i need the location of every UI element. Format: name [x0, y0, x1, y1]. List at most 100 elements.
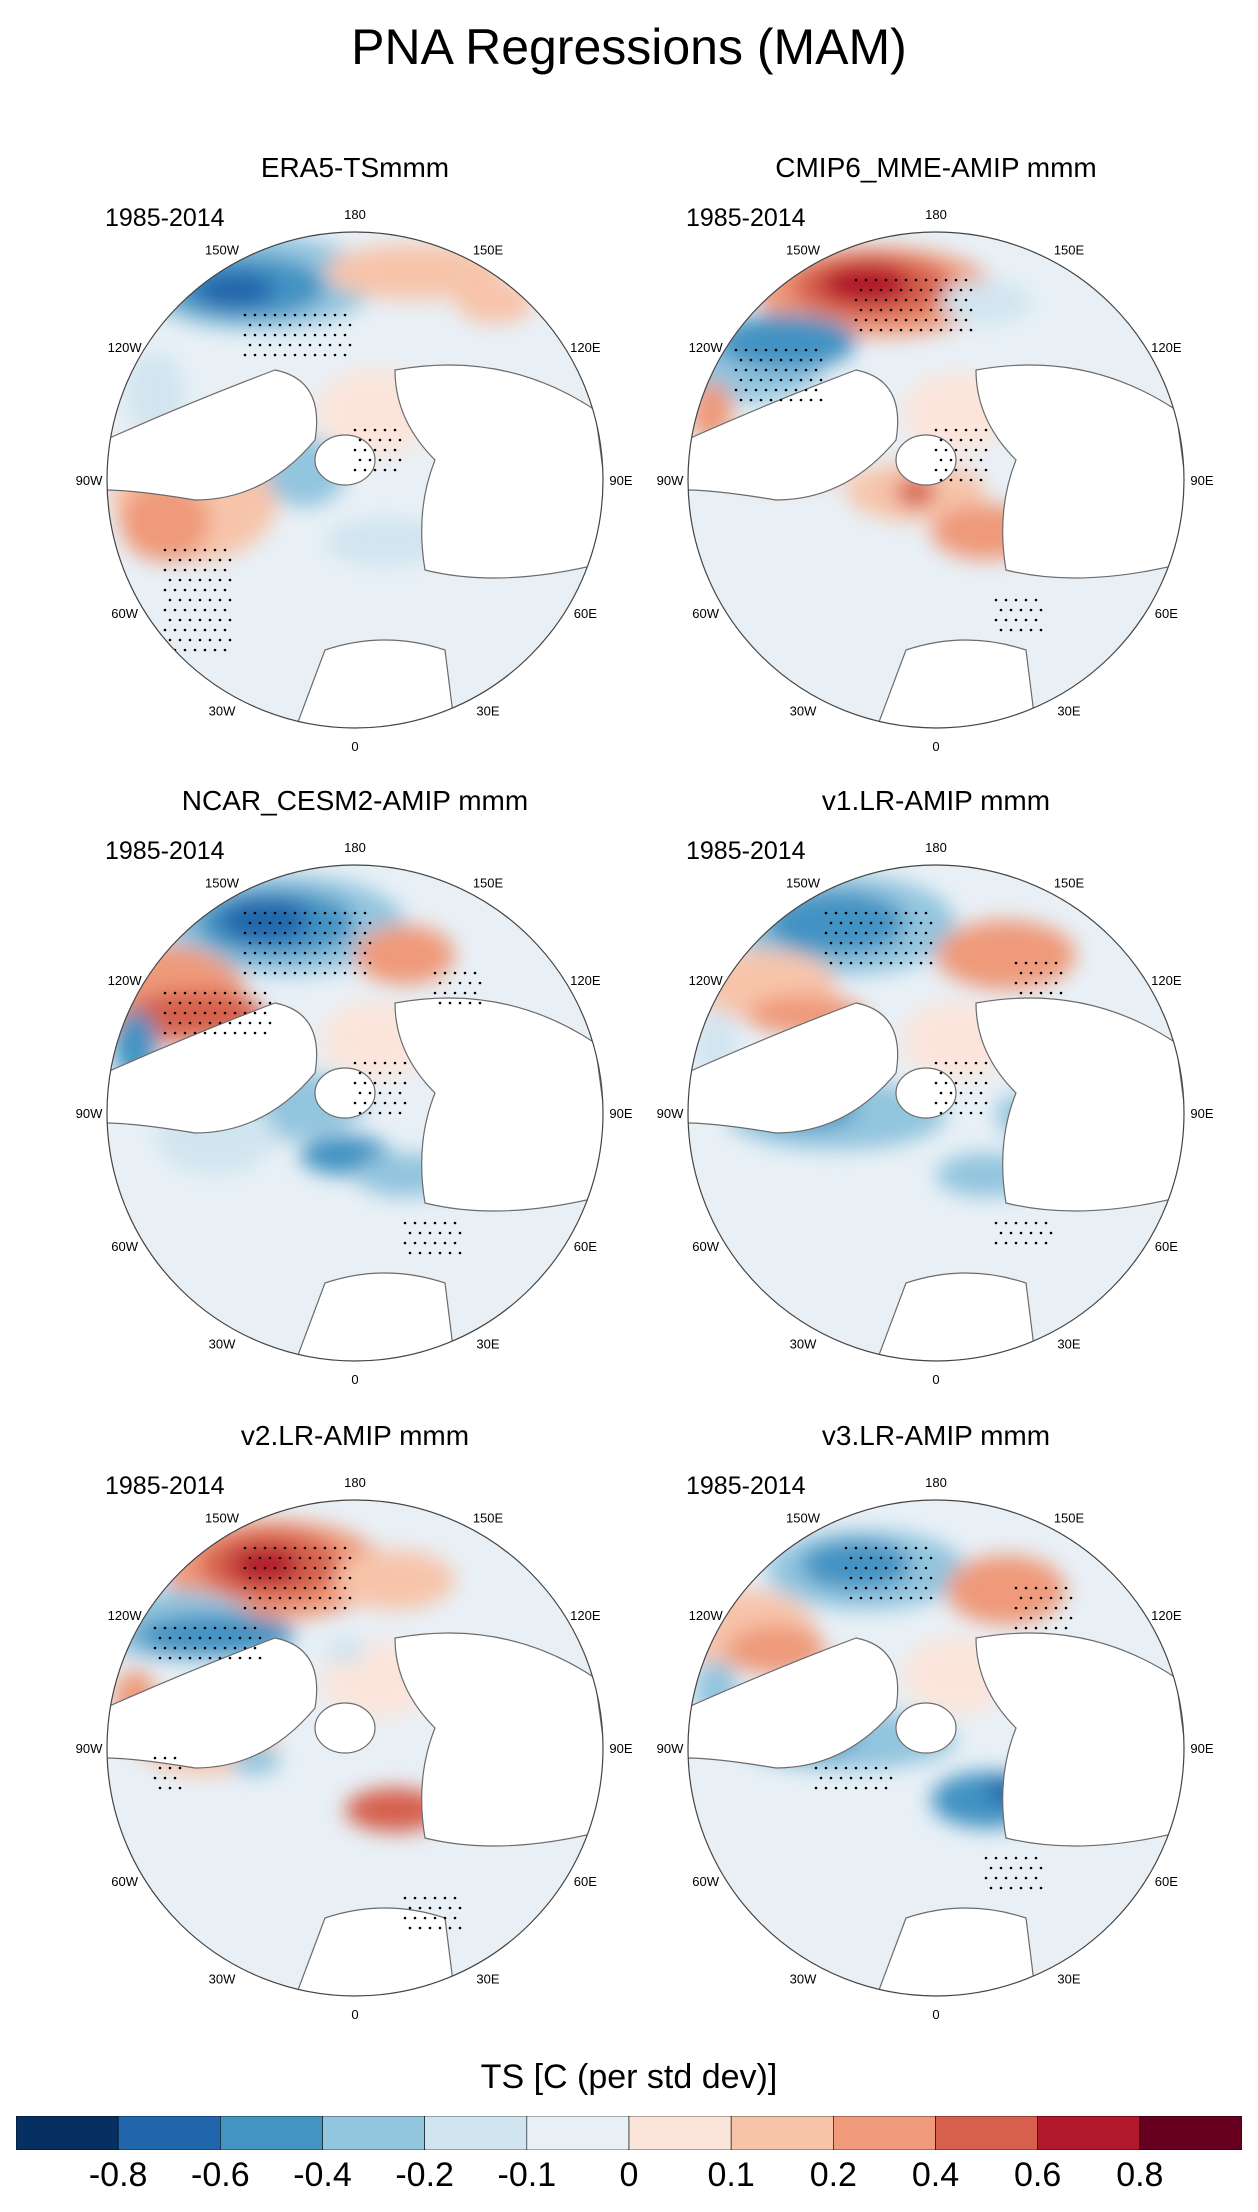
- stipple-dot: [794, 368, 798, 372]
- anomaly-region: [936, 920, 1076, 990]
- stipple-dot: [874, 1786, 878, 1790]
- stipple-dot: [253, 1606, 257, 1610]
- africa-land: [294, 639, 456, 728]
- stipple-dot: [363, 911, 367, 915]
- stipple-dot: [273, 1586, 277, 1590]
- stipple-dot: [919, 941, 923, 945]
- stipple-dot: [834, 951, 838, 955]
- stipple-dot: [834, 911, 838, 915]
- stipple-dot: [323, 931, 327, 935]
- stipple-dot: [458, 1001, 462, 1005]
- colorbar-title: TS [C (per std dev)]: [480, 2058, 778, 2096]
- stipple-dot: [914, 318, 918, 322]
- stipple-dot: [243, 353, 247, 357]
- anomaly-region: [325, 244, 505, 300]
- stipple-dot: [1039, 1616, 1043, 1620]
- stipple-dot: [443, 1241, 447, 1245]
- stipple-dot: [924, 1586, 928, 1590]
- stipple-dot: [198, 1656, 202, 1660]
- stipple-dot: [769, 378, 773, 382]
- stipple-dot: [323, 911, 327, 915]
- stipple-dot: [889, 1556, 893, 1560]
- stipple-dot: [844, 911, 848, 915]
- anomaly-region: [821, 264, 911, 304]
- stipple-dot: [223, 991, 227, 995]
- stipple-dot: [373, 428, 377, 432]
- stipple-dot: [178, 638, 182, 642]
- stipple-dot: [884, 951, 888, 955]
- stipple-dot: [243, 1546, 247, 1550]
- map-boundary: [687, 231, 1185, 729]
- stipple-dot: [894, 1566, 898, 1570]
- stipple-dot: [884, 1546, 888, 1550]
- north-america-land: [107, 1637, 318, 1769]
- colorbar-swatch: [730, 2116, 834, 2150]
- stipple-dot: [323, 1546, 327, 1550]
- stipple-dot: [198, 618, 202, 622]
- stipple-dot: [248, 941, 252, 945]
- stipple-dot: [288, 921, 292, 925]
- stipple-dot: [744, 388, 748, 392]
- stipple-dot: [368, 458, 372, 462]
- stipple-dot: [453, 1241, 457, 1245]
- north-america-land: [688, 1637, 899, 1769]
- stipple-dot: [854, 1566, 858, 1570]
- stipple-dot: [318, 1556, 322, 1560]
- colorbar-swatch: [117, 2116, 221, 2150]
- stipple-dot: [859, 1596, 863, 1600]
- north-america-land: [107, 1002, 318, 1134]
- stipple-dot: [1044, 1221, 1048, 1225]
- panel-cmip6: 180 150E 120E 90E 60E 30E 0 30W 60W 90W 120W 150W C…: [656, 152, 1216, 754]
- stipple-dot: [353, 1081, 357, 1085]
- stipple-dot: [323, 971, 327, 975]
- stipple-dot: [929, 1556, 933, 1560]
- stipple-dot: [1034, 961, 1038, 965]
- panel-era5: 180 150E 120E 90E 60E 30E 0 30W 60W 90W 120W 150W E…: [75, 152, 635, 754]
- stipple-dot: [839, 1776, 843, 1780]
- colorbar-swatch: [833, 2116, 936, 2150]
- stipple-dot: [864, 298, 868, 302]
- stipple-dot: [203, 608, 207, 612]
- panel-cesm2: 180 150E 120E 90E 60E 30E 0 30W 60W 90W 120W 150W N…: [75, 785, 635, 1387]
- stipple-dot: [739, 378, 743, 382]
- stipple-dot: [398, 1111, 402, 1115]
- longitude-label: 60W: [692, 1874, 719, 1889]
- stipple-dot: [734, 348, 738, 352]
- stipple-dot: [979, 438, 983, 442]
- stipple-dot: [974, 1081, 978, 1085]
- stipple-dot: [764, 348, 768, 352]
- stipple-dot: [223, 548, 227, 552]
- stipple-dot: [248, 961, 252, 965]
- stipple-dot: [333, 1586, 337, 1590]
- stipple-dot: [343, 951, 347, 955]
- anomaly-region: [220, 898, 310, 942]
- stipple-dot: [749, 358, 753, 362]
- stipple-dot: [163, 1646, 167, 1650]
- stipple-dot: [168, 558, 172, 562]
- stipple-dot: [303, 911, 307, 915]
- stipple-dot: [458, 981, 462, 985]
- panel-years: 1985-2014: [686, 1472, 806, 1500]
- stipple-dot: [954, 468, 958, 472]
- stipple-dot: [243, 1586, 247, 1590]
- stipple-dot: [343, 1606, 347, 1610]
- stipple-dot: [433, 1221, 437, 1225]
- stipple-dot: [243, 1011, 247, 1015]
- stipple-dot: [353, 951, 357, 955]
- stipple-dot: [1054, 981, 1058, 985]
- stipple-dot: [283, 1546, 287, 1550]
- stipple-dot: [348, 1556, 352, 1560]
- stipple-dot: [363, 428, 367, 432]
- stipple-dot: [944, 298, 948, 302]
- stipple-dot: [323, 1566, 327, 1570]
- stipple-dot: [188, 598, 192, 602]
- stipple-dot: [864, 278, 868, 282]
- stipple-dot: [343, 931, 347, 935]
- stipple-dot: [193, 1646, 197, 1650]
- stipple-dot: [1014, 981, 1018, 985]
- stipple-dot: [1064, 1606, 1068, 1610]
- stipple-dot: [1059, 1596, 1063, 1600]
- longitude-label: 90E: [609, 1741, 632, 1756]
- stipple-dot: [964, 428, 968, 432]
- stipple-dot: [223, 568, 227, 572]
